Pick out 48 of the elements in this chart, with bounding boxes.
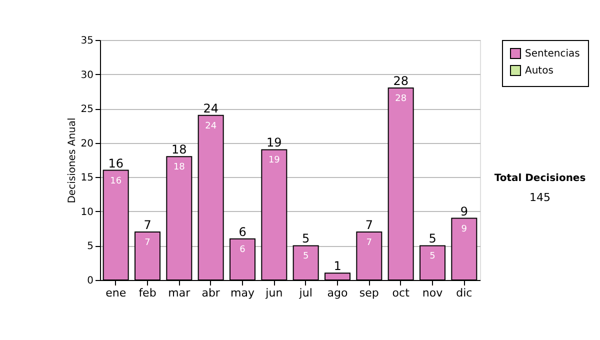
y-tick-label: 15 — [80, 172, 94, 184]
x-tick-label: mar — [168, 286, 191, 300]
data-label: 16 — [110, 176, 122, 186]
total-label: 5 — [428, 232, 436, 246]
x-tick-label: jun — [264, 286, 283, 300]
data-label: 6 — [240, 244, 246, 255]
total-label: 7 — [365, 218, 373, 232]
y-tick-label: 25 — [80, 104, 94, 116]
y-tick-label: 5 — [87, 241, 94, 252]
y-axis-title: Decisiones Anual — [66, 118, 78, 204]
y-tick-label: 20 — [80, 138, 94, 150]
total-label: 16 — [108, 156, 124, 170]
data-label: 7 — [144, 238, 150, 248]
data-label: 5 — [430, 252, 436, 262]
x-tick-label: oct — [392, 286, 410, 300]
data-label: 28 — [395, 94, 407, 104]
x-tick-label: may — [230, 286, 255, 300]
x-tick-label: feb — [138, 286, 156, 300]
x-tick-label: dic — [456, 286, 472, 300]
y-tick-label: 10 — [80, 206, 94, 218]
total-label: 19 — [266, 136, 282, 150]
data-label: 18 — [173, 162, 186, 173]
legend-label: Autos — [525, 66, 554, 76]
data-label: 5 — [302, 252, 309, 262]
data-label: 24 — [205, 121, 217, 132]
data-label: 9 — [461, 224, 468, 234]
y-tick-label: 0 — [87, 276, 94, 286]
legend-label: Sentencias — [525, 48, 580, 60]
data-label: 7 — [366, 238, 372, 248]
x-tick-label: nov — [422, 286, 444, 300]
total-label: 9 — [460, 204, 468, 218]
total-label: 24 — [203, 101, 218, 116]
text: Total Decisiones — [494, 173, 586, 184]
x-tick-label: ago — [327, 286, 348, 300]
total-label: 6 — [238, 224, 246, 239]
total-label: 18 — [172, 142, 187, 157]
total-label: 5 — [302, 232, 310, 246]
x-tick-label: abr — [202, 286, 220, 300]
total-label: 1 — [334, 259, 342, 274]
x-tick-label: jul — [298, 286, 312, 300]
total-label: 7 — [144, 218, 152, 232]
y-tick-label: 30 — [80, 70, 94, 81]
x-tick-label: sep — [359, 286, 379, 300]
x-tick-label: ene — [106, 286, 126, 300]
total-label: 28 — [393, 74, 408, 88]
text: 145 — [530, 191, 550, 204]
y-tick-label: 35 — [80, 36, 94, 46]
data-label: 19 — [268, 156, 280, 166]
